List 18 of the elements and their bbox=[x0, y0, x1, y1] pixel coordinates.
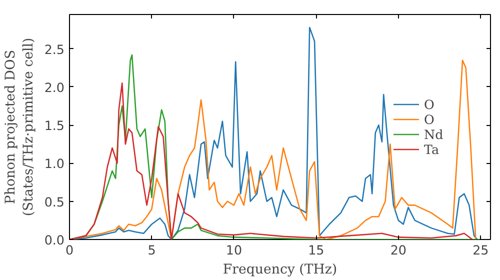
x-tick-label: 10 bbox=[226, 242, 242, 258]
legend-label: O bbox=[424, 112, 436, 126]
x-tick-label: 20 bbox=[390, 242, 406, 258]
legend-label: O bbox=[424, 96, 436, 112]
x-tick-label: 15 bbox=[308, 242, 324, 258]
y-tick-label: 0.5 bbox=[44, 194, 65, 210]
y-tick-label: 2.5 bbox=[44, 42, 65, 57]
y-axis-title: Phonon projected DOS (States/THz·primitive cell) bbox=[3, 38, 36, 216]
y-tick-label: 0.0 bbox=[44, 232, 65, 248]
x-tick-label: 0 bbox=[65, 242, 74, 258]
y-tick-label: 2.0 bbox=[44, 80, 65, 95]
legend-label: Ta bbox=[424, 142, 440, 156]
legend-label: Nd bbox=[424, 126, 444, 142]
y-tick-label: 1.5 bbox=[44, 118, 65, 134]
y-tick-label: 1.0 bbox=[44, 156, 65, 172]
x-axis-title: Frequency (THz) bbox=[222, 262, 338, 278]
x-tick-label: 5 bbox=[148, 242, 156, 258]
x-tick-label: 25 bbox=[472, 242, 489, 258]
